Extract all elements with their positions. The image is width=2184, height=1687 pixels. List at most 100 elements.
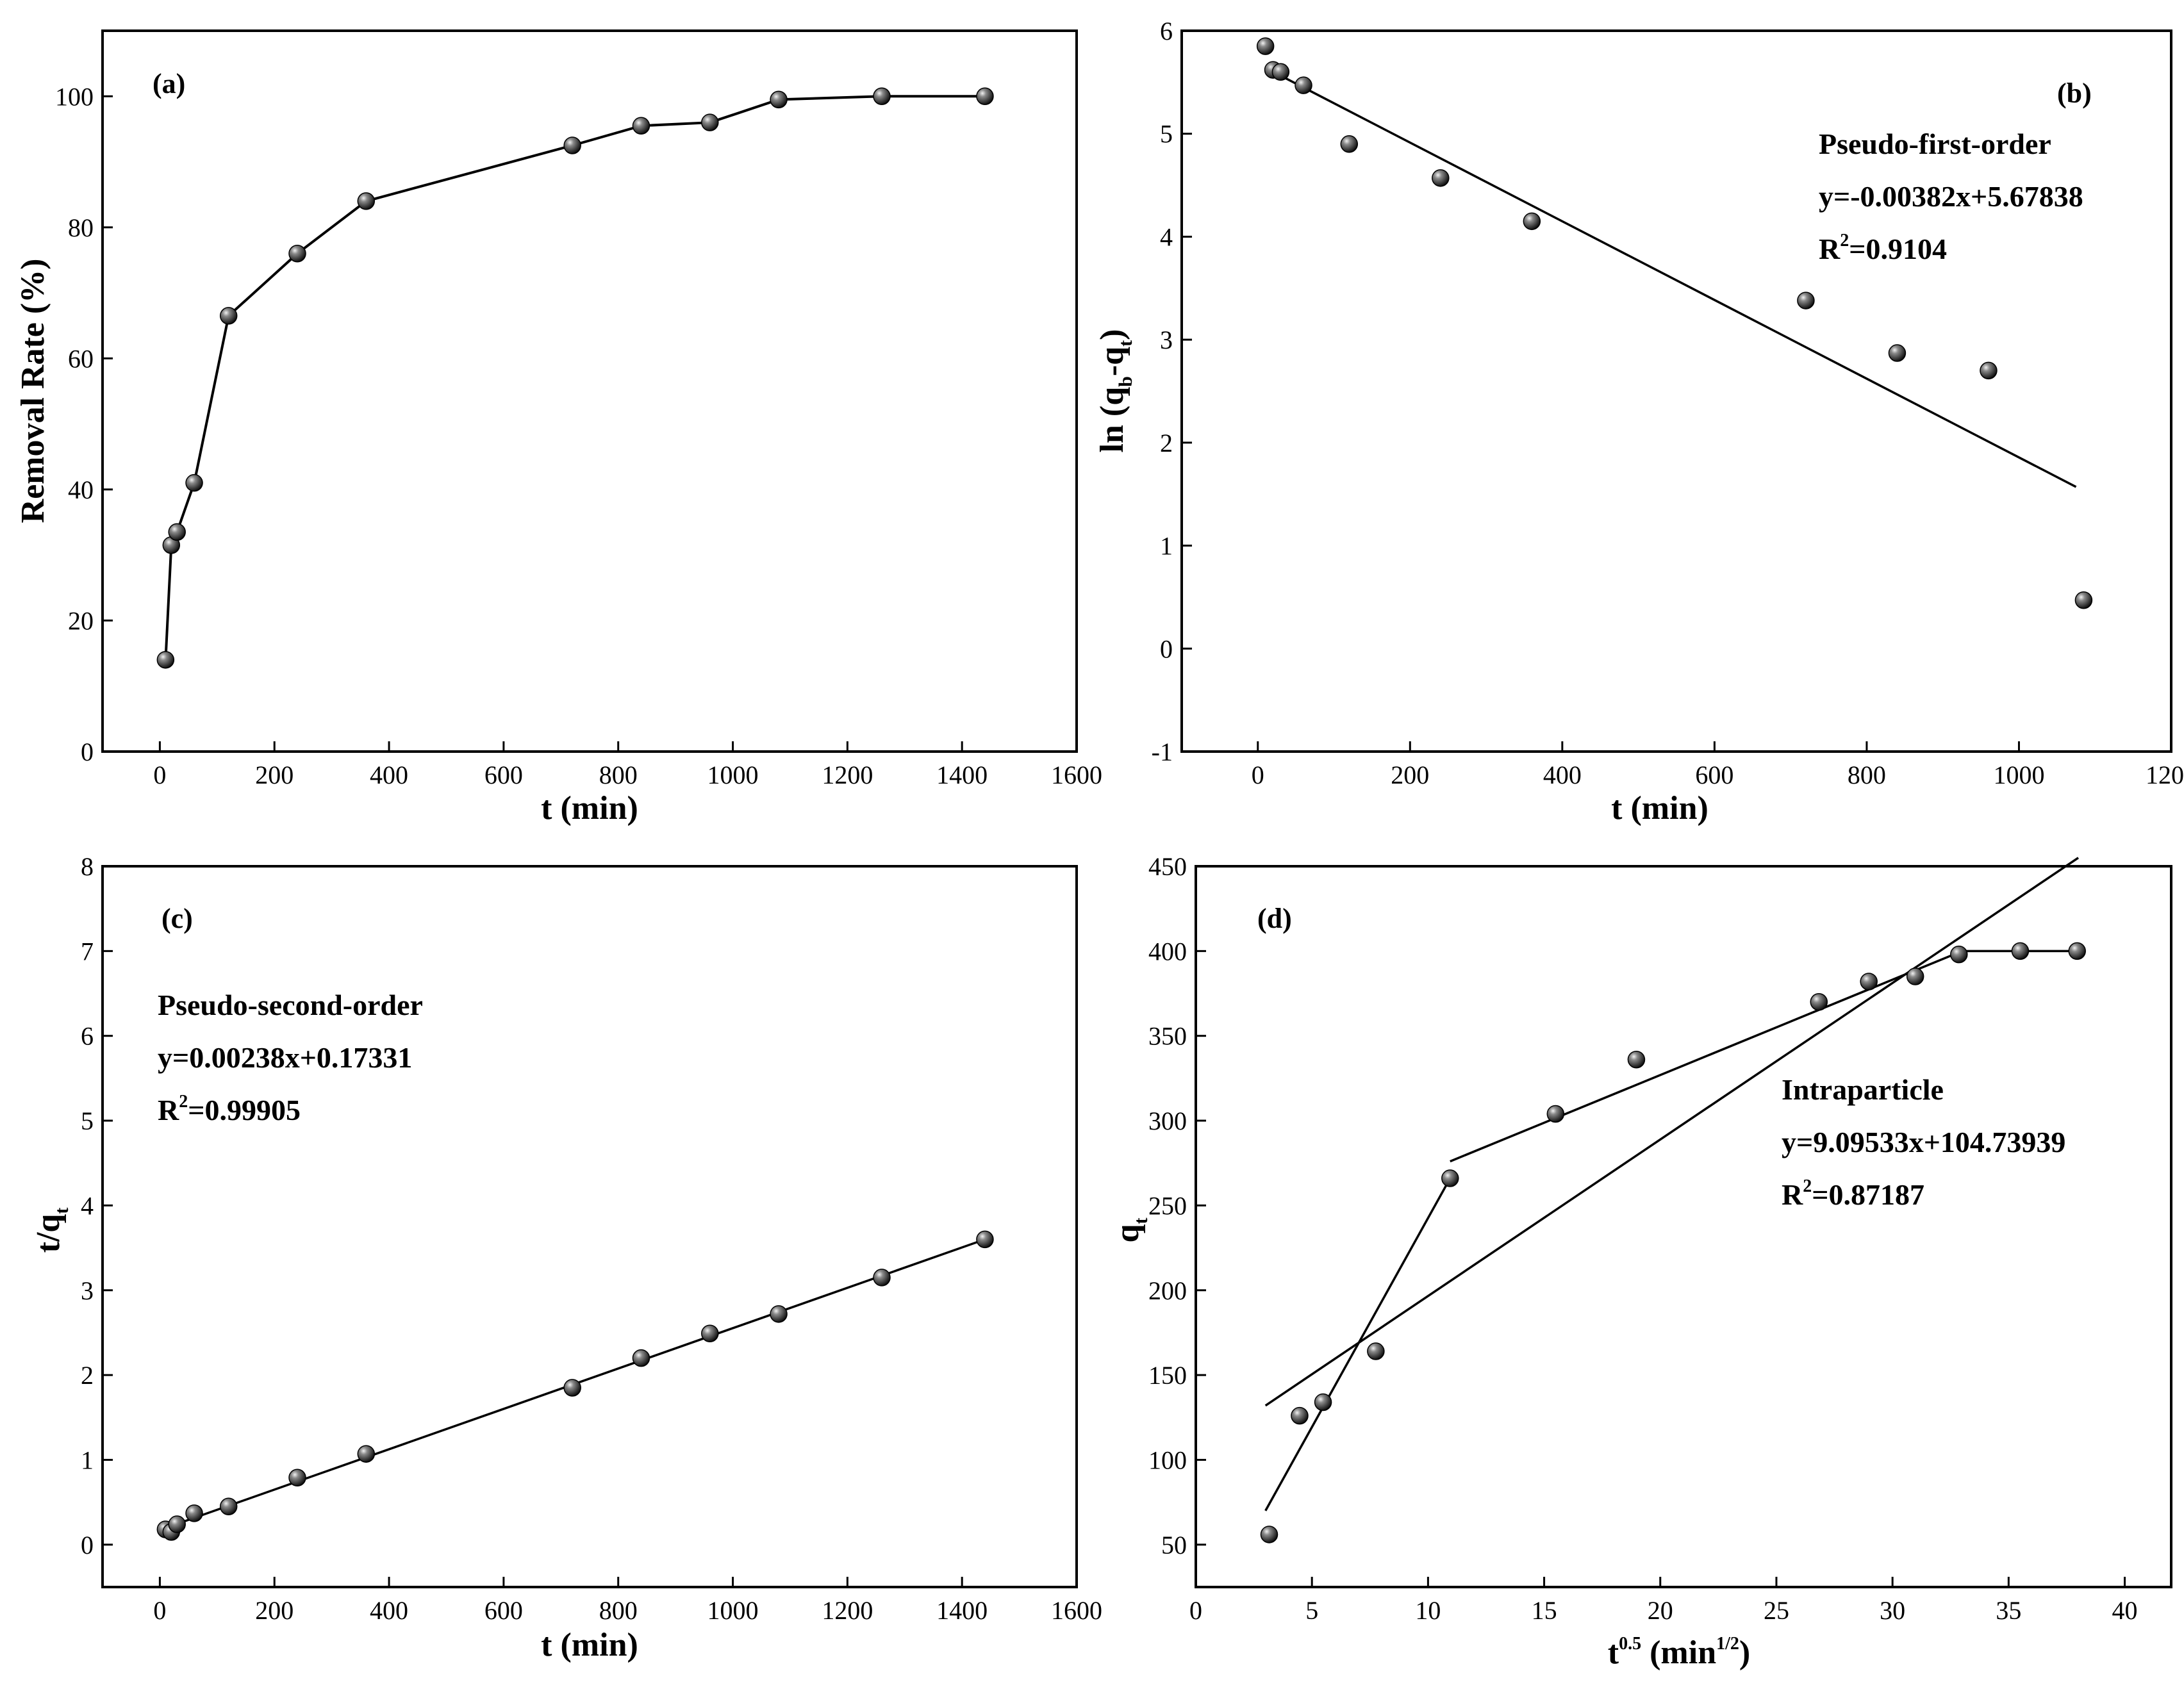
data-point xyxy=(1950,945,1968,964)
x-tick-label: 35 xyxy=(1996,1596,2021,1625)
x-axis-ticks: 0 200 400 600 800 1000 1200 xyxy=(1252,741,2184,789)
y-tick-label: 1 xyxy=(1160,532,1173,561)
x-tick-label: 200 xyxy=(1391,761,1429,789)
series-line xyxy=(164,95,985,660)
x-tick-label: 15 xyxy=(1532,1596,1557,1625)
x-tick-label: 200 xyxy=(255,761,294,789)
series-lines xyxy=(164,95,985,660)
x-tick-label: 600 xyxy=(484,761,523,789)
x-axis-title: t (min) xyxy=(541,1627,638,1663)
data-points xyxy=(156,87,994,669)
y-tick-label: -1 xyxy=(1152,737,1173,766)
x-axis-title: t0.5 (min1/2) xyxy=(1608,1634,1750,1671)
data-point xyxy=(563,136,581,154)
y-tick-label: 200 xyxy=(1148,1276,1187,1305)
data-point xyxy=(632,117,650,135)
x-tick-label: 1400 xyxy=(936,1596,988,1625)
plot-frame xyxy=(101,865,1078,1588)
y-tick-label: 5 xyxy=(1160,120,1173,149)
x-tick-label: 1000 xyxy=(1993,761,2044,789)
data-point xyxy=(873,87,891,106)
x-tick-label: 1200 xyxy=(822,1596,873,1625)
y-tick-label: 2 xyxy=(1160,429,1173,457)
y-tick-label: 0 xyxy=(1160,634,1173,663)
y-tick-label: 5 xyxy=(81,1107,94,1135)
x-tick-label: 5 xyxy=(1305,1596,1318,1625)
data-point xyxy=(1441,1169,1459,1187)
data-point xyxy=(357,1445,376,1463)
y-tick-label: 3 xyxy=(81,1276,94,1305)
y-tick-label: 350 xyxy=(1148,1022,1187,1051)
r-squared: R2=0.87187 xyxy=(1782,1176,1924,1211)
panel-label: (c) xyxy=(161,903,193,934)
x-tick-label: 600 xyxy=(484,1596,523,1625)
x-tick-label: 400 xyxy=(1543,761,1582,789)
model-name: Pseudo-second-order xyxy=(158,989,423,1021)
panel-b: 0 200 400 600 800 1000 1200 -1 0 1 2 3 4 5 6 (b) Pseu… xyxy=(1094,17,2184,827)
data-point xyxy=(168,523,186,541)
x-tick-label: 10 xyxy=(1415,1596,1441,1625)
panel-a: 0 200 400 600 800 1000 1200 1400 1600 0 20 40 60 80 1… xyxy=(15,29,1102,827)
y-tick-label: 80 xyxy=(68,213,94,242)
y-tick-label: 2 xyxy=(81,1361,94,1390)
x-tick-label: 0 xyxy=(153,1596,166,1625)
x-tick-label: 200 xyxy=(255,1596,294,1625)
fit-line xyxy=(1450,950,1963,1163)
data-point xyxy=(2011,942,2030,960)
y-tick-label: 150 xyxy=(1148,1361,1187,1390)
x-tick-label: 40 xyxy=(2112,1596,2138,1625)
data-point xyxy=(1271,63,1290,81)
fit-line xyxy=(1264,857,2080,1407)
x-axis-ticks: 0 200 400 600 800 1000 1200 1400 1600 xyxy=(153,741,1102,789)
model-name: Intraparticle xyxy=(1782,1073,1944,1106)
data-point xyxy=(770,1305,788,1323)
data-points xyxy=(1260,942,2086,1543)
y-axis-ticks: 0 1 2 3 4 5 6 7 8 xyxy=(81,852,113,1559)
x-axis-ticks: 0 200 400 600 800 1000 1200 1400 1600 xyxy=(153,1577,1102,1625)
x-tick-label: 1400 xyxy=(936,761,988,789)
panel-label: (a) xyxy=(153,68,185,99)
x-tick-label: 1000 xyxy=(707,1596,759,1625)
y-axis-title: t/qt xyxy=(30,1208,72,1253)
x-axis-title: t (min) xyxy=(1611,790,1708,827)
fit-equation: y=-0.00382x+5.67838 xyxy=(1819,180,2083,213)
y-tick-label: 3 xyxy=(1160,325,1173,354)
y-tick-label: 6 xyxy=(81,1022,94,1051)
y-tick-label: 0 xyxy=(81,1531,94,1559)
y-tick-label: 60 xyxy=(68,344,94,373)
x-tick-label: 20 xyxy=(1648,1596,1673,1625)
fit-line xyxy=(1264,67,2077,488)
y-tick-label: 20 xyxy=(68,606,94,635)
x-tick-label: 800 xyxy=(1848,761,1886,789)
data-point xyxy=(1432,169,1450,187)
fit-lines xyxy=(1264,857,2080,1511)
x-tick-label: 600 xyxy=(1695,761,1733,789)
plot-frame xyxy=(1180,29,2172,753)
y-tick-label: 250 xyxy=(1148,1191,1187,1220)
y-tick-label: 7 xyxy=(81,937,94,966)
r-squared: R2=0.9104 xyxy=(1819,231,1947,265)
data-point xyxy=(1627,1051,1646,1069)
x-tick-label: 30 xyxy=(1880,1596,1905,1625)
y-tick-label: 1 xyxy=(81,1445,94,1474)
panel-c: 0 200 400 600 800 1000 1200 1400 1600 012345678 … xyxy=(30,852,1102,1663)
data-point xyxy=(976,1230,994,1249)
data-point xyxy=(185,473,203,492)
x-tick-label: 800 xyxy=(599,761,638,789)
data-point xyxy=(701,1324,719,1343)
x-tick-label: 25 xyxy=(1764,1596,1789,1625)
x-tick-label: 1200 xyxy=(2146,761,2184,789)
y-tick-label: 4 xyxy=(1160,222,1173,251)
data-point xyxy=(563,1379,581,1397)
data-point xyxy=(1256,37,1275,55)
data-point xyxy=(1367,1342,1385,1360)
fit-lines xyxy=(1264,67,2077,488)
data-point xyxy=(1888,344,1907,362)
y-tick-label: 0 xyxy=(81,737,94,766)
fit-equation: y=0.00238x+0.17331 xyxy=(158,1041,412,1074)
y-axis-ticks: 50 100 150 200 250 300 350 400 450 xyxy=(1148,852,1206,1559)
data-point xyxy=(1860,973,1878,991)
data-point xyxy=(1295,76,1312,94)
y-tick-label: 300 xyxy=(1148,1107,1187,1135)
data-point xyxy=(288,244,306,263)
